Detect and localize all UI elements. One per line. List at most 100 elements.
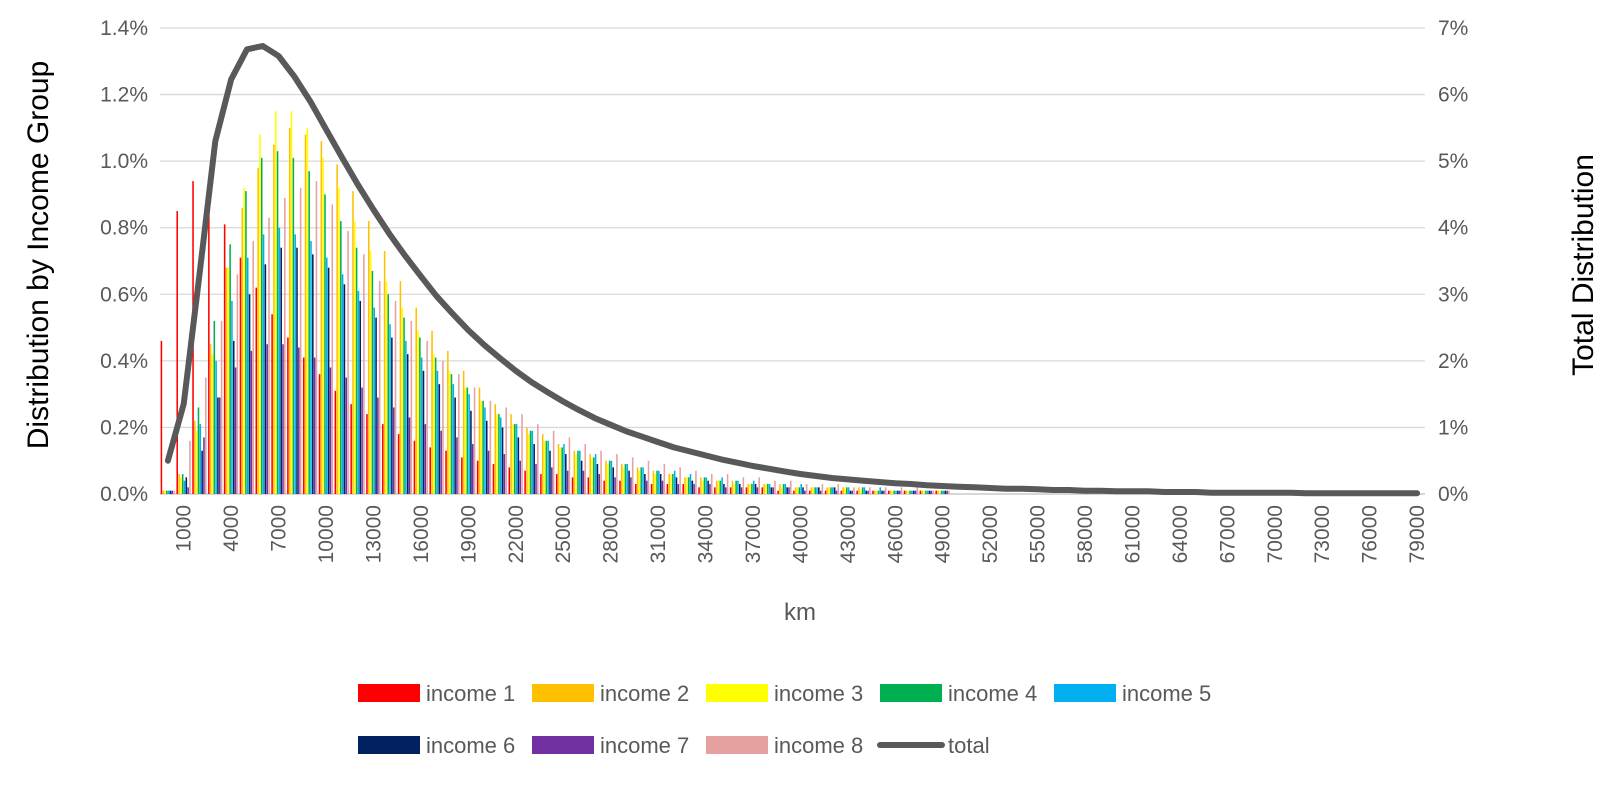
bar xyxy=(928,490,931,494)
bar xyxy=(448,370,451,494)
bar xyxy=(645,480,648,494)
legend-swatch xyxy=(532,736,594,754)
bar xyxy=(881,490,883,494)
bar xyxy=(259,134,261,494)
bar xyxy=(891,490,894,494)
bar xyxy=(677,484,680,494)
bar xyxy=(296,247,298,494)
bar xyxy=(306,127,309,495)
bar xyxy=(173,490,175,494)
y2-tick-label: 4% xyxy=(1438,217,1468,240)
bar xyxy=(385,280,388,494)
bar xyxy=(169,490,172,494)
x-tick-label: 4000 xyxy=(220,505,243,552)
bar xyxy=(847,487,850,494)
bar xyxy=(926,490,929,494)
bar xyxy=(422,370,425,494)
bar xyxy=(473,387,476,494)
bar xyxy=(452,384,455,494)
bar xyxy=(313,357,316,494)
bar xyxy=(354,221,356,494)
bar xyxy=(832,487,834,494)
bar xyxy=(689,474,692,494)
bar xyxy=(593,457,595,494)
legend-swatch xyxy=(706,736,768,754)
bar xyxy=(223,224,226,494)
bar xyxy=(861,487,864,494)
bar xyxy=(456,437,458,494)
bar xyxy=(731,480,734,494)
x-tick-label: 16000 xyxy=(410,505,433,563)
bar xyxy=(499,417,502,494)
bar xyxy=(494,404,497,494)
y-tick-label: 1.0% xyxy=(100,150,148,173)
bar xyxy=(893,490,896,494)
legend-item: income 2 xyxy=(532,681,689,706)
bar xyxy=(336,164,338,494)
bar xyxy=(909,490,911,494)
y2-tick-label: 1% xyxy=(1438,416,1468,439)
x-tick-label: 37000 xyxy=(742,505,765,563)
bar xyxy=(225,267,228,494)
bar xyxy=(239,257,242,494)
bar xyxy=(698,487,700,494)
bar xyxy=(816,487,818,494)
series-income-2 xyxy=(162,127,939,495)
bar xyxy=(858,487,860,494)
legend-item: total xyxy=(877,733,990,758)
bar xyxy=(869,487,871,494)
legend-item: income 7 xyxy=(532,733,689,758)
bar xyxy=(897,490,899,494)
bar xyxy=(916,487,919,494)
bar xyxy=(903,490,906,494)
bar xyxy=(442,360,444,494)
bar xyxy=(804,490,806,494)
bar xyxy=(387,294,390,494)
bar xyxy=(438,384,441,494)
bar xyxy=(201,450,203,494)
bar xyxy=(526,427,528,494)
legend-item: income 4 xyxy=(880,681,1037,706)
bar xyxy=(308,171,310,494)
bar xyxy=(392,407,395,494)
bar xyxy=(519,460,521,494)
bar xyxy=(361,387,363,494)
bar xyxy=(911,490,913,494)
bar xyxy=(935,490,937,494)
bar xyxy=(541,434,544,494)
bar xyxy=(345,377,348,494)
x-tick-label: 40000 xyxy=(789,505,812,563)
bar xyxy=(347,231,349,495)
bar xyxy=(656,470,658,494)
bar xyxy=(745,487,748,494)
bar xyxy=(508,467,511,494)
bar xyxy=(619,480,621,494)
x-tick-label: 70000 xyxy=(1264,505,1287,563)
bar xyxy=(410,320,413,494)
bar xyxy=(666,484,669,494)
bar xyxy=(320,141,323,495)
bar xyxy=(496,414,498,494)
bar xyxy=(802,487,804,494)
bar xyxy=(503,454,506,494)
bar xyxy=(171,490,174,494)
bar xyxy=(710,474,713,494)
bar xyxy=(357,290,360,494)
bar xyxy=(946,490,948,494)
bar xyxy=(524,470,526,494)
bar xyxy=(707,480,709,494)
gridlines xyxy=(160,27,1425,495)
bar xyxy=(591,457,593,494)
bar xyxy=(555,474,558,494)
bar xyxy=(243,187,245,494)
bar xyxy=(517,437,520,494)
bar xyxy=(549,450,551,494)
legend-item: income 1 xyxy=(358,681,515,706)
bar xyxy=(566,470,569,494)
bar xyxy=(203,437,205,494)
series-income-7 xyxy=(171,344,948,494)
bar xyxy=(774,480,776,494)
bar xyxy=(429,447,431,494)
bar xyxy=(905,490,908,494)
bar xyxy=(512,424,514,494)
